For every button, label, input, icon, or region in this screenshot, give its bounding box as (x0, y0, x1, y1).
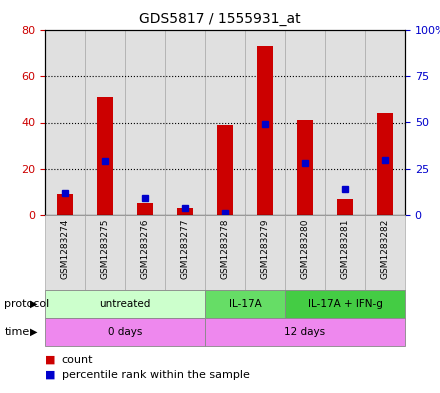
Text: GSM1283274: GSM1283274 (61, 219, 70, 279)
Text: 12 days: 12 days (284, 327, 326, 337)
Bar (85, 215, 125, 290)
Bar (377, 113, 393, 215)
Text: IL-17A + IFN-g: IL-17A + IFN-g (308, 299, 382, 309)
Text: ▶: ▶ (30, 327, 38, 337)
Bar (285, 30, 325, 215)
Text: 0 days: 0 days (108, 327, 142, 337)
Text: GSM1283276: GSM1283276 (140, 219, 150, 279)
Bar (337, 199, 353, 215)
Bar (205, 290, 285, 318)
Bar (97, 97, 113, 215)
Bar (325, 30, 365, 215)
Text: untreated: untreated (99, 299, 150, 309)
Bar (137, 204, 153, 215)
Text: ▶: ▶ (30, 299, 38, 309)
Bar (45, 318, 205, 346)
Bar (45, 215, 85, 290)
Bar (285, 290, 405, 318)
Bar (285, 215, 325, 290)
Text: GSM1283280: GSM1283280 (301, 219, 309, 279)
Bar (45, 30, 85, 215)
Bar (245, 215, 285, 290)
Bar (165, 30, 205, 215)
Bar (125, 215, 165, 290)
Bar (245, 30, 285, 215)
Bar (297, 120, 313, 215)
Bar (85, 30, 125, 215)
Bar (45, 290, 205, 318)
Bar (205, 318, 405, 346)
Text: protocol: protocol (4, 299, 50, 309)
Bar (165, 215, 205, 290)
Bar (365, 30, 405, 215)
Bar (177, 208, 193, 215)
Bar (125, 30, 165, 215)
Text: GSM1283281: GSM1283281 (341, 219, 349, 279)
Text: GSM1283275: GSM1283275 (100, 219, 110, 279)
Text: IL-17A: IL-17A (229, 299, 261, 309)
Bar (217, 125, 233, 215)
Bar (205, 215, 245, 290)
Text: time: time (4, 327, 29, 337)
Text: percentile rank within the sample: percentile rank within the sample (62, 370, 249, 380)
Bar (325, 215, 365, 290)
Text: count: count (62, 355, 93, 365)
Bar (57, 194, 73, 215)
Bar (365, 215, 405, 290)
Text: GSM1283279: GSM1283279 (260, 219, 269, 279)
Bar (257, 46, 273, 215)
Text: GSM1283277: GSM1283277 (180, 219, 190, 279)
Text: ■: ■ (45, 370, 55, 380)
Bar (205, 30, 245, 215)
Text: GSM1283282: GSM1283282 (381, 219, 389, 279)
Text: GDS5817 / 1555931_at: GDS5817 / 1555931_at (139, 12, 301, 26)
Text: ■: ■ (45, 355, 55, 365)
Text: GSM1283278: GSM1283278 (220, 219, 230, 279)
